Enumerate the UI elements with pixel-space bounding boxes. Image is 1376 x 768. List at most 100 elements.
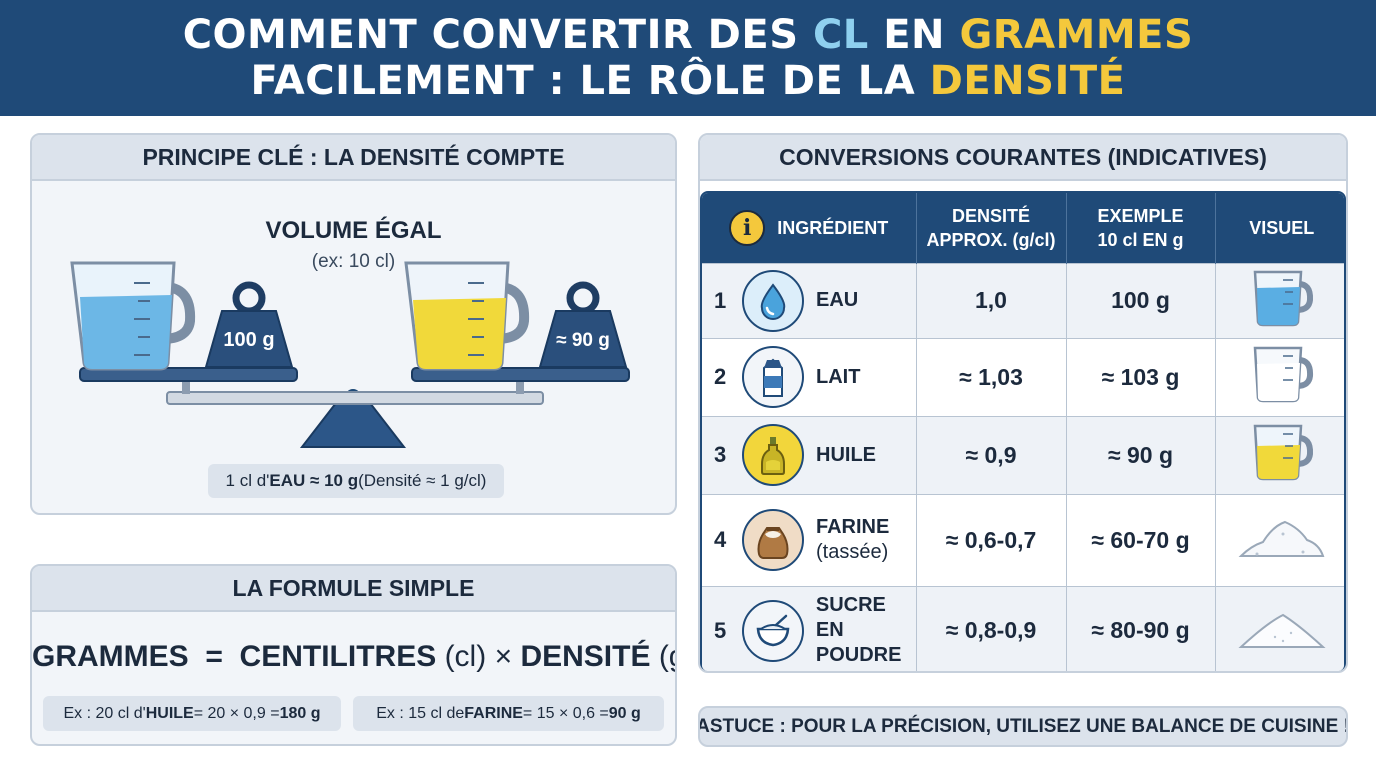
note-text: 1 cl d' [225,471,270,490]
density-value: ≈ 1,03 [916,337,1067,416]
left-tray-icon [79,367,298,382]
example-value: ≈ 103 g [1066,337,1216,416]
col-density-label: DENSITÉ [951,205,1030,226]
example-text: Ex : 20 cl d' [63,704,146,722]
sugar-bowl-icon [741,599,804,662]
formula-times: × [494,640,513,673]
right-tray-icon [411,367,630,382]
conversions-panel: CONVERSIONS COURANTES (INDICATIVES) i IN… [698,133,1348,673]
title-line-1: COMMENT CONVERTIR DES CL EN GRAMMES [0,12,1376,58]
ingredient-name: LAIT [816,365,861,388]
sugar-pile-icon [1215,585,1344,671]
flour-sack-icon [742,509,804,571]
col-example-sublabel: 10 cl EN g [1097,229,1184,250]
table-row: 3 HUILE ≈ 0,9 ≈ 90 g [702,415,1344,494]
example-value: ≈ 90 g [1066,415,1216,494]
formula-expression: GRAMMES = CENTILITRES (cl) × DENSITÉ (g/… [32,640,675,674]
title-grammes: GRAMMES [959,12,1194,58]
title-text: EN [868,12,960,58]
info-icon: i [729,209,766,246]
ingredient-name-main: FARINE [816,516,890,538]
row-number: 5 [714,617,727,643]
title-text: COMMENT CONVERTIR DES [182,12,813,58]
title-text: FACILEMENT : LE RÔLE DE LA [250,58,930,104]
weight-right-label: ≈ 90 g [556,330,610,351]
note-bold: EAU ≈ 10 g [269,471,359,490]
volume-title: VOLUME ÉGAL [265,217,442,244]
formula-title: LA FORMULE SIMPLE [32,566,675,612]
scale-beam-icon [166,391,544,405]
title-cl: CL [812,12,869,58]
measuring-cup-water-icon [1215,262,1344,338]
tip-banner: ASTUCE : POUR LA PRÉCISION, UTILISEZ UNE… [698,706,1348,747]
row-number: 1 [714,287,727,313]
principle-title: PRINCIPE CLÉ : LA DENSITÉ COMPTE [32,135,675,181]
table-row: 2 LAIT ≈ 1,03 ≈ 103 g [702,337,1344,416]
volume-subtitle: (ex: 10 cl) [311,251,396,272]
example-oil: Ex : 20 cl d' HUILE = 20 × 0,9 = 180 g [43,696,341,731]
water-density-note: 1 cl d' EAU ≈ 10 g (Densité ≈ 1 g/cl) [208,464,504,498]
example-ingredient: HUILE [145,704,194,722]
formula-equals: = [205,640,223,673]
conversions-table: i INGRÉDIENT DENSITÉ APPROX. (g/cl) EXEM… [700,191,1346,671]
weight-100g-icon [204,281,294,368]
density-value: 1,0 [916,262,1067,338]
measuring-cup-oil-icon [1215,415,1344,494]
scale-base-icon [299,402,407,448]
principle-panel: PRINCIPE CLÉ : LA DENSITÉ COMPTE [30,133,677,515]
density-value: ≈ 0,8-0,9 [916,585,1067,671]
formula-panel: LA FORMULE SIMPLE GRAMMES = CENTILITRES … [30,564,677,746]
note-text: (Densité ≈ 1 g/cl) [358,471,487,490]
example-text: Ex : 15 cl de [376,704,465,722]
ingredient-name-note: (tassée) [816,541,889,563]
table-row: 4 FARINE (tassée) ≈ 0,6-0,7 ≈ 60-70 g [702,493,1344,586]
col-ingredient-label: INGRÉDIENT [777,217,889,238]
example-result: 180 g [279,704,321,722]
title-line-2: FACILEMENT : LE RÔLE DE LA DENSITÉ [0,58,1376,104]
example-text: = 15 × 0,6 = [522,704,609,722]
ingredient-name: HUILE [816,443,876,466]
density-value: ≈ 0,9 [916,415,1067,494]
formula-grammes: GRAMMES [32,640,189,673]
formula-densite-unit: (g/cl) [658,640,675,673]
flour-pile-icon [1215,493,1344,586]
col-density: DENSITÉ APPROX. (g/cl) [916,193,1067,263]
water-drop-icon [742,269,804,332]
table-header-row: i INGRÉDIENT DENSITÉ APPROX. (g/cl) EXEM… [702,193,1344,263]
col-density-sublabel: APPROX. (g/cl) [926,229,1056,250]
ingredient-name: EAU [816,289,859,311]
density-value: ≈ 0,6-0,7 [916,493,1067,586]
title-densite: DENSITÉ [929,58,1126,104]
example-text: = 20 × 0,9 = [193,704,280,722]
example-value: ≈ 60-70 g [1066,493,1216,586]
formula-cl-unit: (cl) [444,640,487,673]
conversions-title: CONVERSIONS COURANTES (INDICATIVES) [700,135,1346,181]
example-result: 90 g [608,704,641,722]
water-measuring-cup-icon [70,261,196,371]
example-value: ≈ 80-90 g [1066,585,1216,671]
example-value: 100 g [1066,262,1216,338]
example-ingredient: FARINE [464,704,523,722]
formula-centilitres: CENTILITRES [239,640,437,673]
col-visual: VISUEL [1215,193,1344,263]
col-example-label: EXEMPLE [1097,205,1184,226]
weight-90g-icon [538,281,628,368]
ingredient-name: SUCRE EN POUDRE [815,594,902,667]
formula-densite: DENSITÉ [520,640,651,673]
example-flour: Ex : 15 cl de FARINE = 15 × 0,6 = 90 g [353,696,664,731]
table-row: 1 EAU 1,0 100 g [702,262,1344,338]
oil-measuring-cup-icon [404,261,530,371]
row-number: 2 [714,364,727,389]
col-ingredient: i INGRÉDIENT [702,193,917,263]
balance-scale-illustration: 100 g ≈ 90 g [70,261,630,448]
row-number: 4 [714,527,727,552]
oil-bottle-icon [742,424,804,486]
milk-carton-icon [742,346,804,408]
ingredient-name: FARINE (tassée) [816,515,889,565]
col-example: EXEMPLE 10 cl EN g [1066,193,1216,263]
weight-left-label: 100 g [223,329,274,351]
header-banner: COMMENT CONVERTIR DES CL EN GRAMMES FACI… [0,0,1376,116]
table-row: 5 SUCRE EN POUDRE ≈ 0,8-0,9 ≈ 80-90 g [702,585,1344,671]
row-number: 3 [714,442,727,467]
